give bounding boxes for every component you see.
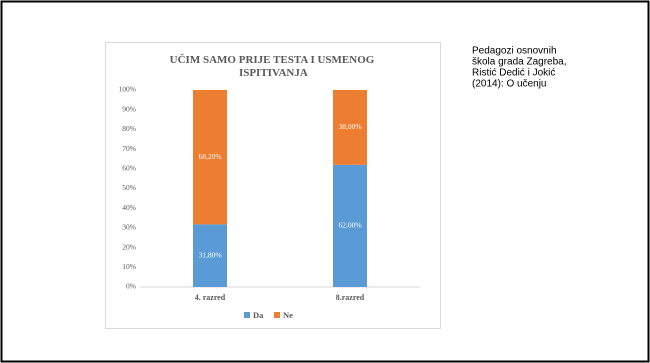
chart-title: UČIM SAMO PRIJE TESTA I USMENOG ISPITIVA… <box>170 53 375 79</box>
x-tick-label: 4. razred <box>195 293 226 302</box>
value-label: 38,00% <box>338 122 361 131</box>
y-tick-label: 50% <box>122 183 136 192</box>
side-note: Pedagozi osnovnih <box>472 46 557 57</box>
chart-area <box>105 42 441 329</box>
bar-segment <box>333 164 367 287</box>
y-tick-label: 100% <box>119 85 137 94</box>
y-tick-label: 20% <box>122 242 136 251</box>
legend-swatch <box>244 312 250 318</box>
legend-swatch <box>274 312 280 318</box>
y-tick-label: 60% <box>122 164 136 173</box>
y-tick-label: 70% <box>122 144 136 153</box>
y-tick-label: 0% <box>126 282 136 291</box>
value-label: 68,20% <box>198 152 221 161</box>
x-tick-label: 8.razred <box>336 293 365 302</box>
y-tick-label: 30% <box>122 223 136 232</box>
y-tick-label: 10% <box>122 262 136 271</box>
value-label: 31,80% <box>198 250 221 259</box>
legend-label: Ne <box>283 310 293 320</box>
legend-label: Da <box>253 310 264 320</box>
bar-segment <box>333 90 367 165</box>
side-note: Ristić Dedić i Jokić <box>472 68 555 79</box>
y-tick-label: 80% <box>122 124 136 133</box>
bar-segment <box>193 90 227 225</box>
y-tick-label: 40% <box>122 203 136 212</box>
side-note: (2014): O učenju <box>472 79 547 90</box>
y-tick-label: 90% <box>122 104 136 113</box>
side-note: škola grada Zagreba, <box>472 57 567 68</box>
bar-segment <box>193 224 227 287</box>
value-label: 62,00% <box>338 221 361 230</box>
